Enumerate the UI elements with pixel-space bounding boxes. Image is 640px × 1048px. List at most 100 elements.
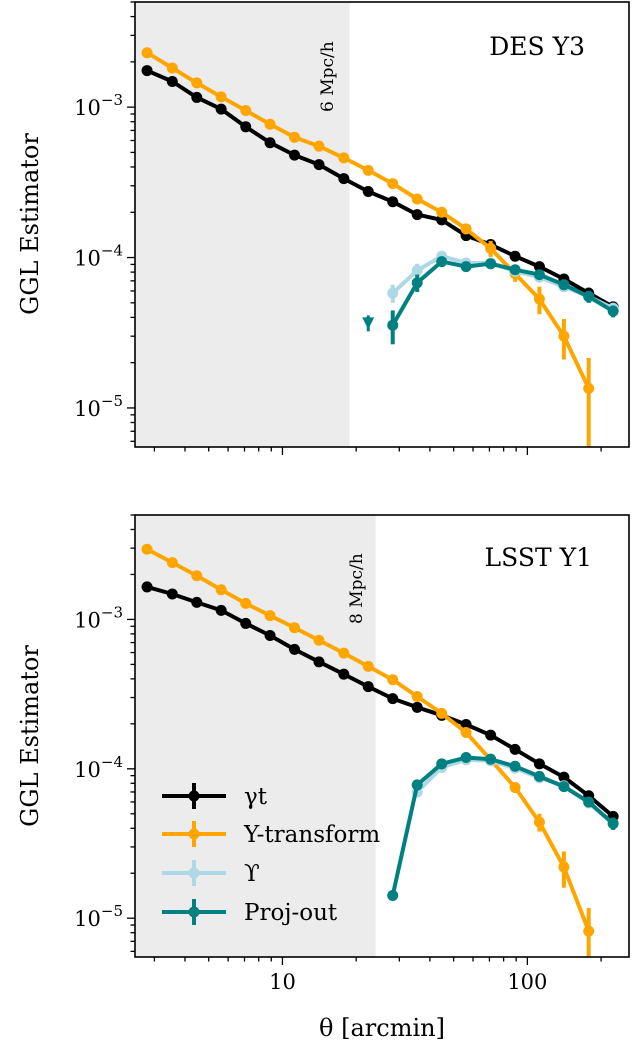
data-point xyxy=(313,140,325,152)
data-point xyxy=(289,131,301,143)
data-point xyxy=(411,690,423,702)
data-point xyxy=(264,610,276,622)
series-y-transform xyxy=(141,543,595,957)
data-point xyxy=(533,269,545,281)
data-point xyxy=(509,264,521,276)
series-proj-out xyxy=(387,256,619,345)
tick-layer: 10−3 10−4 10−5 10 100 xyxy=(74,514,602,994)
data-point xyxy=(313,159,325,171)
legend-label: ϒ xyxy=(244,861,260,887)
data-point xyxy=(533,261,545,273)
data-point xyxy=(583,796,595,808)
legend-entry-gamma-t: γt xyxy=(162,783,268,810)
data-point xyxy=(387,889,399,901)
y-tick-label: 10−3 xyxy=(74,603,123,632)
scale-cut-label: 6 Mpc/h xyxy=(318,41,338,112)
data-point xyxy=(166,588,178,600)
data-point xyxy=(338,173,350,185)
data-point xyxy=(558,330,570,342)
y-tick-label: 10−4 xyxy=(74,753,123,782)
plot-frame xyxy=(134,514,630,958)
data-point xyxy=(558,279,570,291)
panel-des-y3: 10−3 10−4 10−5 GGL Estimator DES Y3 6 Mpc/… xyxy=(16,1,630,455)
data-point xyxy=(166,76,178,88)
data-point xyxy=(166,62,178,74)
data-point xyxy=(533,293,545,305)
data-point xyxy=(362,660,374,672)
data-point xyxy=(215,103,227,115)
panel-label: LSST Y1 xyxy=(485,543,592,572)
data-point xyxy=(338,647,350,659)
data-point xyxy=(264,137,276,149)
data-point xyxy=(166,557,178,569)
data-point xyxy=(387,674,399,686)
data-point xyxy=(191,77,203,89)
tick-layer: 10−3 10−4 10−5 xyxy=(74,1,602,455)
data-point xyxy=(240,617,252,629)
data-point xyxy=(533,758,545,770)
data-point xyxy=(215,584,227,596)
data-point xyxy=(240,121,252,133)
series-line xyxy=(390,755,615,896)
data-point xyxy=(141,47,153,59)
data-point xyxy=(289,622,301,634)
data-point xyxy=(264,630,276,642)
data-point xyxy=(558,781,570,793)
data-point xyxy=(436,214,448,226)
data-point xyxy=(387,693,399,705)
data-point xyxy=(460,223,472,235)
panel-label: DES Y3 xyxy=(489,32,585,61)
data-point xyxy=(215,91,227,103)
data-point xyxy=(436,758,448,770)
data-point xyxy=(533,770,545,782)
x-tick-label: 100 xyxy=(507,970,547,994)
data-point xyxy=(411,209,423,221)
data-point xyxy=(411,193,423,205)
data-point xyxy=(485,753,497,765)
y-tick-label: 10−5 xyxy=(74,392,123,421)
data-point xyxy=(387,319,399,331)
data-point xyxy=(460,727,472,739)
data-point xyxy=(460,261,472,273)
data-point xyxy=(141,581,153,593)
data-point xyxy=(240,104,252,116)
data-point xyxy=(313,634,325,646)
data-point xyxy=(436,707,448,719)
legend-entry-proj-out: Proj-out xyxy=(162,899,338,926)
series-layer xyxy=(141,543,619,957)
data-point xyxy=(583,382,595,394)
data-point xyxy=(485,729,497,741)
data-point xyxy=(387,196,399,208)
data-point xyxy=(436,256,448,268)
data-point xyxy=(607,305,619,317)
data-point xyxy=(289,643,301,655)
data-point xyxy=(411,277,423,289)
data-point xyxy=(460,718,472,730)
data-point xyxy=(387,287,399,299)
data-point xyxy=(558,771,570,783)
y-tick-label: 10−4 xyxy=(74,242,123,271)
series-layer xyxy=(141,47,619,447)
data-point xyxy=(191,91,203,103)
data-point xyxy=(583,925,595,937)
plot-frame xyxy=(134,1,630,448)
y-tick-label: 10−3 xyxy=(74,91,123,120)
data-point xyxy=(436,206,448,218)
scale-cut-label: 8 Mpc/h xyxy=(347,553,367,624)
series-gamma-t xyxy=(141,581,619,823)
data-point xyxy=(338,668,350,680)
panel-lsst-y1: 10−3 10−4 10−5 10 100 GGL Estimator θ [arcmi… xyxy=(16,514,630,1042)
data-point xyxy=(485,242,497,254)
data-point xyxy=(191,570,203,582)
data-point xyxy=(509,760,521,772)
data-point xyxy=(387,178,399,190)
data-point xyxy=(362,164,374,176)
data-point xyxy=(411,701,423,713)
data-point xyxy=(191,596,203,608)
data-point xyxy=(313,656,325,668)
data-point xyxy=(362,185,374,197)
legend-label: Proj-out xyxy=(244,900,338,926)
data-point xyxy=(264,118,276,130)
y-axis-label: GGL Estimator xyxy=(16,133,44,315)
